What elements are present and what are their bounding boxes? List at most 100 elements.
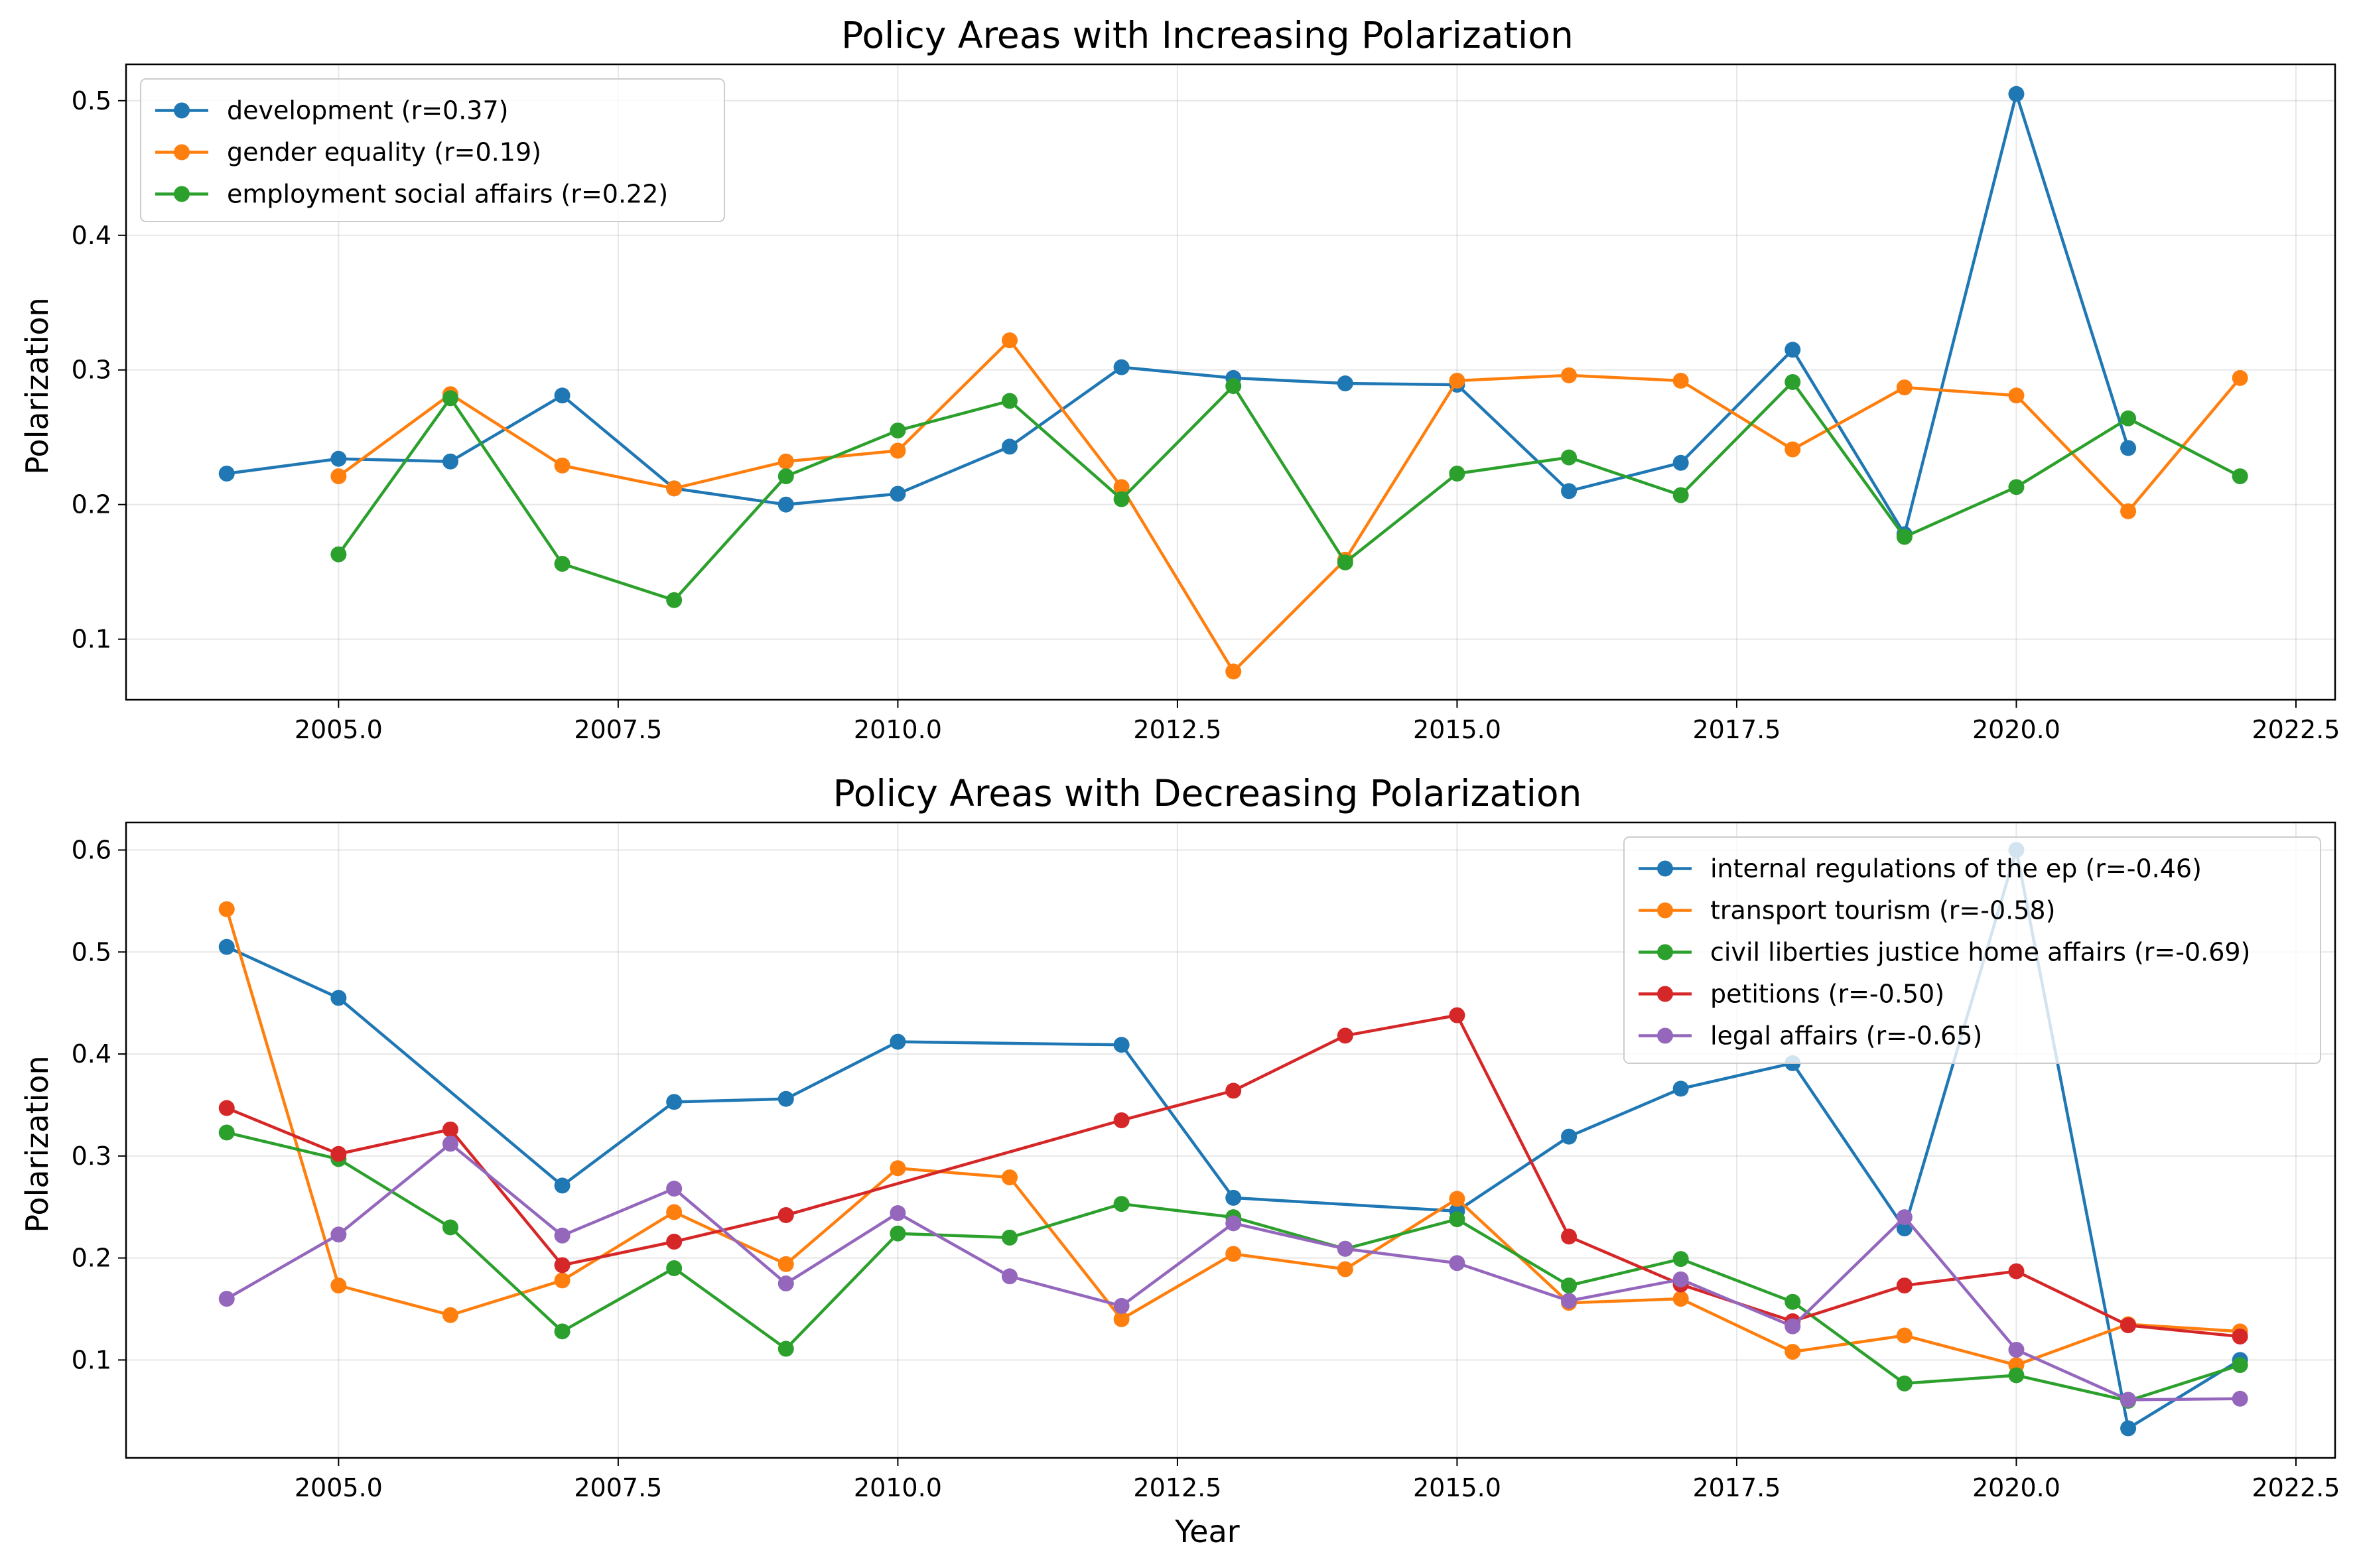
top-data-point — [1225, 663, 1242, 680]
top-data-point — [330, 468, 347, 485]
top-series-line — [226, 92, 2130, 536]
bottom-x-tick-label: 2010.0 — [854, 1473, 942, 1502]
top-data-point — [1113, 359, 1130, 375]
bottom-data-point — [1002, 1268, 1018, 1285]
bottom-data-point — [890, 1160, 906, 1177]
top-data-point — [1785, 441, 1801, 458]
bottom-data-point — [554, 1257, 571, 1274]
bottom-legend-swatch-marker — [1657, 860, 1673, 877]
bottom-data-point — [330, 1226, 347, 1243]
bottom-data-point — [1896, 1375, 1913, 1392]
bottom-data-point — [1561, 1228, 1578, 1245]
top-data-point — [1225, 378, 1242, 395]
top-data-point — [2008, 479, 2025, 495]
bottom-chart-ylabel: Polarization — [19, 1055, 55, 1232]
bottom-chart-title: Policy Areas with Decreasing Polarizatio… — [833, 772, 1582, 815]
top-data-point — [890, 423, 906, 439]
top-data-point — [1672, 372, 1689, 389]
top-x-tick-label: 2022.5 — [2252, 715, 2340, 744]
top-data-point — [1785, 342, 1801, 358]
top-data-point — [890, 486, 906, 502]
bottom-chart-xlabel: Year — [1174, 1514, 1239, 1549]
top-data-point — [1672, 454, 1689, 471]
bottom-data-point — [666, 1260, 683, 1276]
top-legend-label: gender equality (r=0.19) — [227, 138, 541, 167]
bottom-y-tick-label: 0.3 — [72, 1142, 111, 1171]
bottom-data-point — [1113, 1297, 1130, 1314]
bottom-data-point — [442, 1121, 458, 1138]
top-y-tick-label: 0.3 — [72, 356, 111, 385]
top-legend-box — [140, 78, 725, 222]
top-data-point — [1785, 374, 1801, 390]
bottom-data-point — [1896, 1327, 1913, 1344]
bottom-data-point — [330, 990, 347, 1006]
bottom-data-point — [1449, 1255, 1465, 1272]
bottom-data-point — [1896, 1277, 1913, 1294]
bottom-data-point — [890, 1225, 906, 1242]
top-data-point — [2008, 387, 2025, 404]
top-data-point — [554, 457, 571, 474]
top-x-tick-label: 2017.5 — [1692, 715, 1781, 744]
top-data-point — [1113, 491, 1130, 507]
bottom-data-point — [1561, 1128, 1578, 1145]
top-data-point — [1672, 487, 1689, 503]
top-series-line — [337, 380, 2241, 602]
bottom-axes-frame — [125, 821, 2336, 1459]
bottom-legend-label: internal regulations of the ep (r=-0.46) — [1710, 854, 2202, 883]
bottom-legend-swatch-marker — [1657, 1027, 1673, 1044]
bottom-x-tick-label: 2015.0 — [1413, 1473, 1501, 1502]
bottom-x-tick-label: 2005.0 — [295, 1473, 383, 1502]
bottom-data-point — [1225, 1189, 1242, 1206]
top-legend-swatch-marker — [174, 102, 190, 119]
bottom-data-point — [2232, 1357, 2248, 1374]
top-data-point — [1002, 332, 1018, 349]
top-axes-frame — [125, 63, 2336, 701]
bottom-data-point — [1225, 1215, 1242, 1232]
bottom-data-point — [218, 1100, 235, 1116]
bottom-data-point — [666, 1181, 683, 1197]
bottom-data-point — [218, 939, 235, 955]
bottom-x-tick-label: 2007.5 — [574, 1473, 662, 1502]
bottom-data-point — [890, 1033, 906, 1050]
bottom-data-point — [777, 1207, 794, 1224]
bottom-legend-label: transport tourism (r=-0.58) — [1710, 896, 2055, 925]
top-data-point — [1561, 367, 1578, 383]
bottom-data-point — [218, 901, 235, 917]
top-y-tick-label: 0.4 — [72, 221, 111, 250]
top-data-point — [666, 592, 683, 608]
top-data-point — [1449, 466, 1465, 482]
top-legend-label: development (r=0.37) — [227, 96, 508, 125]
bottom-data-point — [554, 1323, 571, 1340]
top-data-point — [330, 546, 347, 562]
bottom-data-point — [1896, 1220, 1913, 1237]
bottom-data-point — [890, 1205, 906, 1221]
top-data-point — [777, 453, 794, 470]
bottom-data-point — [554, 1177, 571, 1194]
top-series-0 — [218, 86, 2137, 543]
bottom-data-point — [1002, 1229, 1018, 1246]
top-ticks: 2005.0 2007.5 2010.0 2012.5 2015.0 2017.5 2020… — [72, 86, 2340, 744]
bottom-series-1 — [218, 901, 2248, 1374]
top-y-tick-label: 0.1 — [72, 625, 111, 654]
top-data-point — [1561, 483, 1578, 499]
top-y-tick-label: 0.5 — [72, 86, 111, 115]
bottom-y-tick-label: 0.2 — [72, 1244, 111, 1273]
top-data-point — [1113, 479, 1130, 495]
bottom-data-point — [1449, 1211, 1465, 1228]
top-data-point — [442, 453, 458, 470]
bottom-x-tick-label: 2012.5 — [1133, 1473, 1221, 1502]
top-data-point — [554, 556, 571, 572]
top-x-tick-label: 2005.0 — [295, 715, 383, 744]
top-data-point — [1449, 372, 1465, 389]
top-data-point — [2120, 410, 2137, 426]
bottom-legend: internal regulations of the ep (r=-0.46)… — [1623, 836, 2321, 1064]
top-x-tick-label: 2015.0 — [1413, 715, 1501, 744]
bottom-y-tick-label: 0.5 — [72, 937, 111, 966]
bottom-data-point — [330, 1145, 347, 1162]
bottom-data-point — [1785, 1293, 1801, 1310]
bottom-data-point — [1672, 1271, 1689, 1287]
bottom-data-point — [777, 1090, 794, 1107]
bottom-data-point — [442, 1136, 458, 1152]
